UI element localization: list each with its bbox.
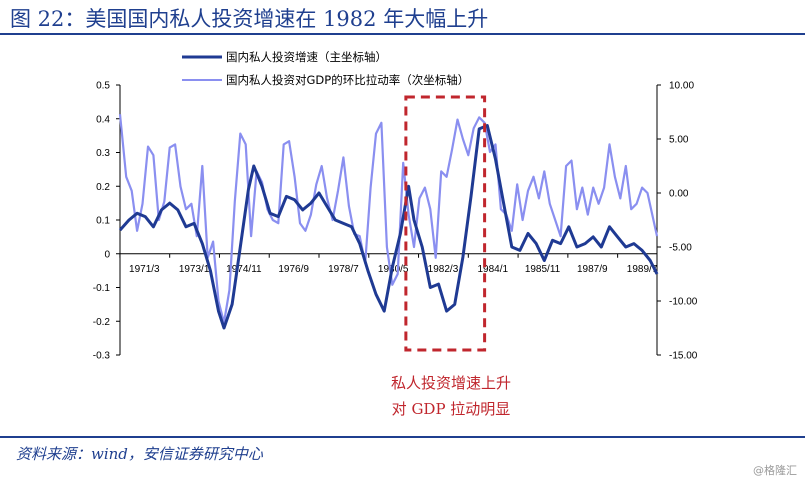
right-tick-label: 0.00 bbox=[669, 189, 689, 200]
right-tick-label: -15.00 bbox=[669, 351, 698, 362]
left-tick-label: 0 bbox=[104, 249, 110, 260]
annotation-line-2: 对 GDP 拉动明显 bbox=[392, 400, 511, 418]
source-note: 资料来源：wind，安信证券研究中心 bbox=[16, 445, 263, 463]
right-tick-label: -5.00 bbox=[669, 243, 692, 254]
legend-label-secondary: 国内私人投资对GDP的环比拉动率（次坐标轴） bbox=[226, 73, 469, 87]
series-line-gdp-contribution bbox=[118, 114, 659, 324]
left-tick-label: 0.2 bbox=[96, 182, 110, 193]
title-divider bbox=[0, 33, 805, 35]
right-tick-label: 10.00 bbox=[669, 81, 694, 92]
x-tick-label: 1987/9 bbox=[577, 264, 608, 275]
x-tick-label: 1985/11 bbox=[525, 264, 561, 275]
left-tick-label: 0.3 bbox=[96, 148, 110, 159]
x-tick-label: 1982/3 bbox=[428, 264, 459, 275]
x-tick-label: 1971/3 bbox=[129, 264, 160, 275]
series-layer bbox=[118, 114, 659, 330]
left-tick-label: -0.3 bbox=[93, 351, 111, 362]
x-tick-label: 1978/7 bbox=[328, 264, 359, 275]
annotation-line-1: 私人投资增速上升 bbox=[391, 374, 511, 392]
left-tick-label: 0.5 bbox=[96, 81, 110, 92]
series-line-investment-growth bbox=[118, 124, 659, 330]
legend: 国内私人投资增速（主坐标轴） 国内私人投资对GDP的环比拉动率（次坐标轴） bbox=[182, 50, 469, 87]
right-tick-label: -10.00 bbox=[669, 297, 698, 308]
x-tick-label: 1984/1 bbox=[477, 264, 508, 275]
left-tick-label: -0.2 bbox=[93, 317, 111, 328]
legend-label-primary: 国内私人投资增速（主坐标轴） bbox=[226, 50, 387, 64]
figure-title: 图 22：美国国内私人投资增速在 1982 年大幅上升 bbox=[10, 7, 489, 31]
footer-divider bbox=[0, 436, 805, 438]
x-tick-label: 1974/11 bbox=[226, 264, 262, 275]
right-tick-label: 5.00 bbox=[669, 135, 689, 146]
left-tick-label: 0.1 bbox=[96, 216, 110, 227]
watermark: @格隆汇 bbox=[753, 464, 797, 477]
x-tick-label: 1989/7 bbox=[627, 264, 658, 275]
left-tick-label: -0.1 bbox=[93, 283, 111, 294]
left-tick-label: 0.4 bbox=[96, 114, 110, 125]
x-tick-label: 1976/9 bbox=[278, 264, 309, 275]
x-tick-label: 1973/1 bbox=[179, 264, 210, 275]
